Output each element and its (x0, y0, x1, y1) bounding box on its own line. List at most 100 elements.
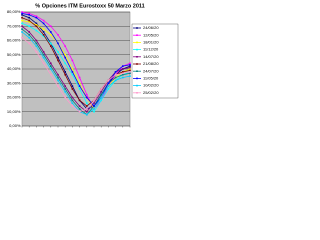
point (50, 68, 52, 70)
point (50, 42, 52, 45)
point (78, 76, 81, 79)
point (100, 96, 102, 99)
point (42, 31, 45, 33)
point (35, 25, 38, 28)
point (64, 45, 66, 47)
legend-marker (136, 77, 138, 80)
point (28, 19, 30, 22)
point (21, 28, 23, 30)
point (71, 88, 74, 90)
point (35, 24, 38, 26)
point (78, 85, 81, 87)
series-line (21, 37, 131, 113)
point (57, 76, 59, 79)
point (114, 76, 117, 79)
point (78, 99, 81, 102)
point (107, 88, 110, 90)
point (71, 68, 74, 70)
point (78, 105, 81, 107)
legend-marker (136, 56, 138, 58)
point (86, 110, 88, 113)
point (71, 96, 74, 99)
series-line (21, 23, 131, 113)
legend-label: 18/01/20 (143, 39, 159, 44)
point (35, 42, 38, 45)
point (57, 59, 59, 62)
point (129, 63, 131, 66)
point (129, 68, 131, 70)
point (129, 62, 131, 65)
point (21, 11, 23, 13)
point (122, 73, 124, 76)
point (86, 96, 88, 99)
legend-label: 14/07/20 (143, 54, 159, 59)
point (28, 14, 30, 16)
legend-marker (136, 48, 138, 51)
legend-marker (136, 34, 138, 36)
legend-marker (136, 41, 138, 44)
point (57, 85, 59, 87)
legend-label: 11/05/20 (143, 75, 159, 80)
point (78, 108, 81, 110)
point (35, 39, 38, 42)
point (21, 22, 23, 25)
legend-label: 21/08/20 (143, 61, 159, 66)
point (64, 88, 66, 90)
point (93, 108, 95, 110)
point (93, 110, 95, 113)
legend-marker (136, 92, 138, 94)
point (42, 62, 45, 65)
point (42, 34, 45, 36)
point (86, 113, 88, 116)
point (57, 34, 59, 36)
point (71, 99, 74, 102)
point (28, 16, 30, 19)
point (28, 34, 30, 36)
point (129, 66, 131, 69)
point (28, 12, 30, 15)
legend-label: 24/06/20 (143, 25, 159, 30)
point (21, 12, 23, 15)
point (42, 56, 45, 59)
point (28, 42, 30, 45)
point (50, 45, 52, 47)
point (71, 73, 74, 76)
point (28, 31, 30, 33)
point (129, 72, 131, 75)
legend-marker (136, 70, 138, 72)
point (21, 36, 23, 39)
point (64, 56, 66, 59)
point (64, 62, 66, 65)
y-tick-label: 20,00% (7, 95, 21, 100)
point (35, 15, 38, 18)
point (93, 99, 95, 102)
point (122, 76, 124, 79)
point (71, 71, 74, 73)
point (42, 53, 45, 56)
point (50, 62, 52, 65)
point (129, 69, 131, 72)
point (57, 42, 59, 45)
point (71, 85, 74, 87)
y-tick-label: 60,00% (7, 38, 21, 43)
point (21, 31, 23, 33)
point (35, 16, 38, 19)
point (100, 91, 102, 93)
point (35, 29, 38, 32)
point (42, 51, 45, 53)
point (107, 85, 110, 87)
y-tick-label: 30,00% (7, 80, 21, 85)
point (21, 14, 23, 16)
point (78, 88, 81, 90)
point (50, 65, 52, 67)
point (28, 36, 30, 39)
y-tick-label: 50,00% (7, 52, 21, 57)
point (93, 105, 95, 107)
point (78, 110, 81, 113)
point (50, 34, 52, 36)
point (50, 73, 52, 76)
legend-label: 12/05/20 (143, 32, 159, 37)
point (64, 85, 66, 87)
series-line (21, 20, 131, 110)
point (86, 108, 88, 110)
